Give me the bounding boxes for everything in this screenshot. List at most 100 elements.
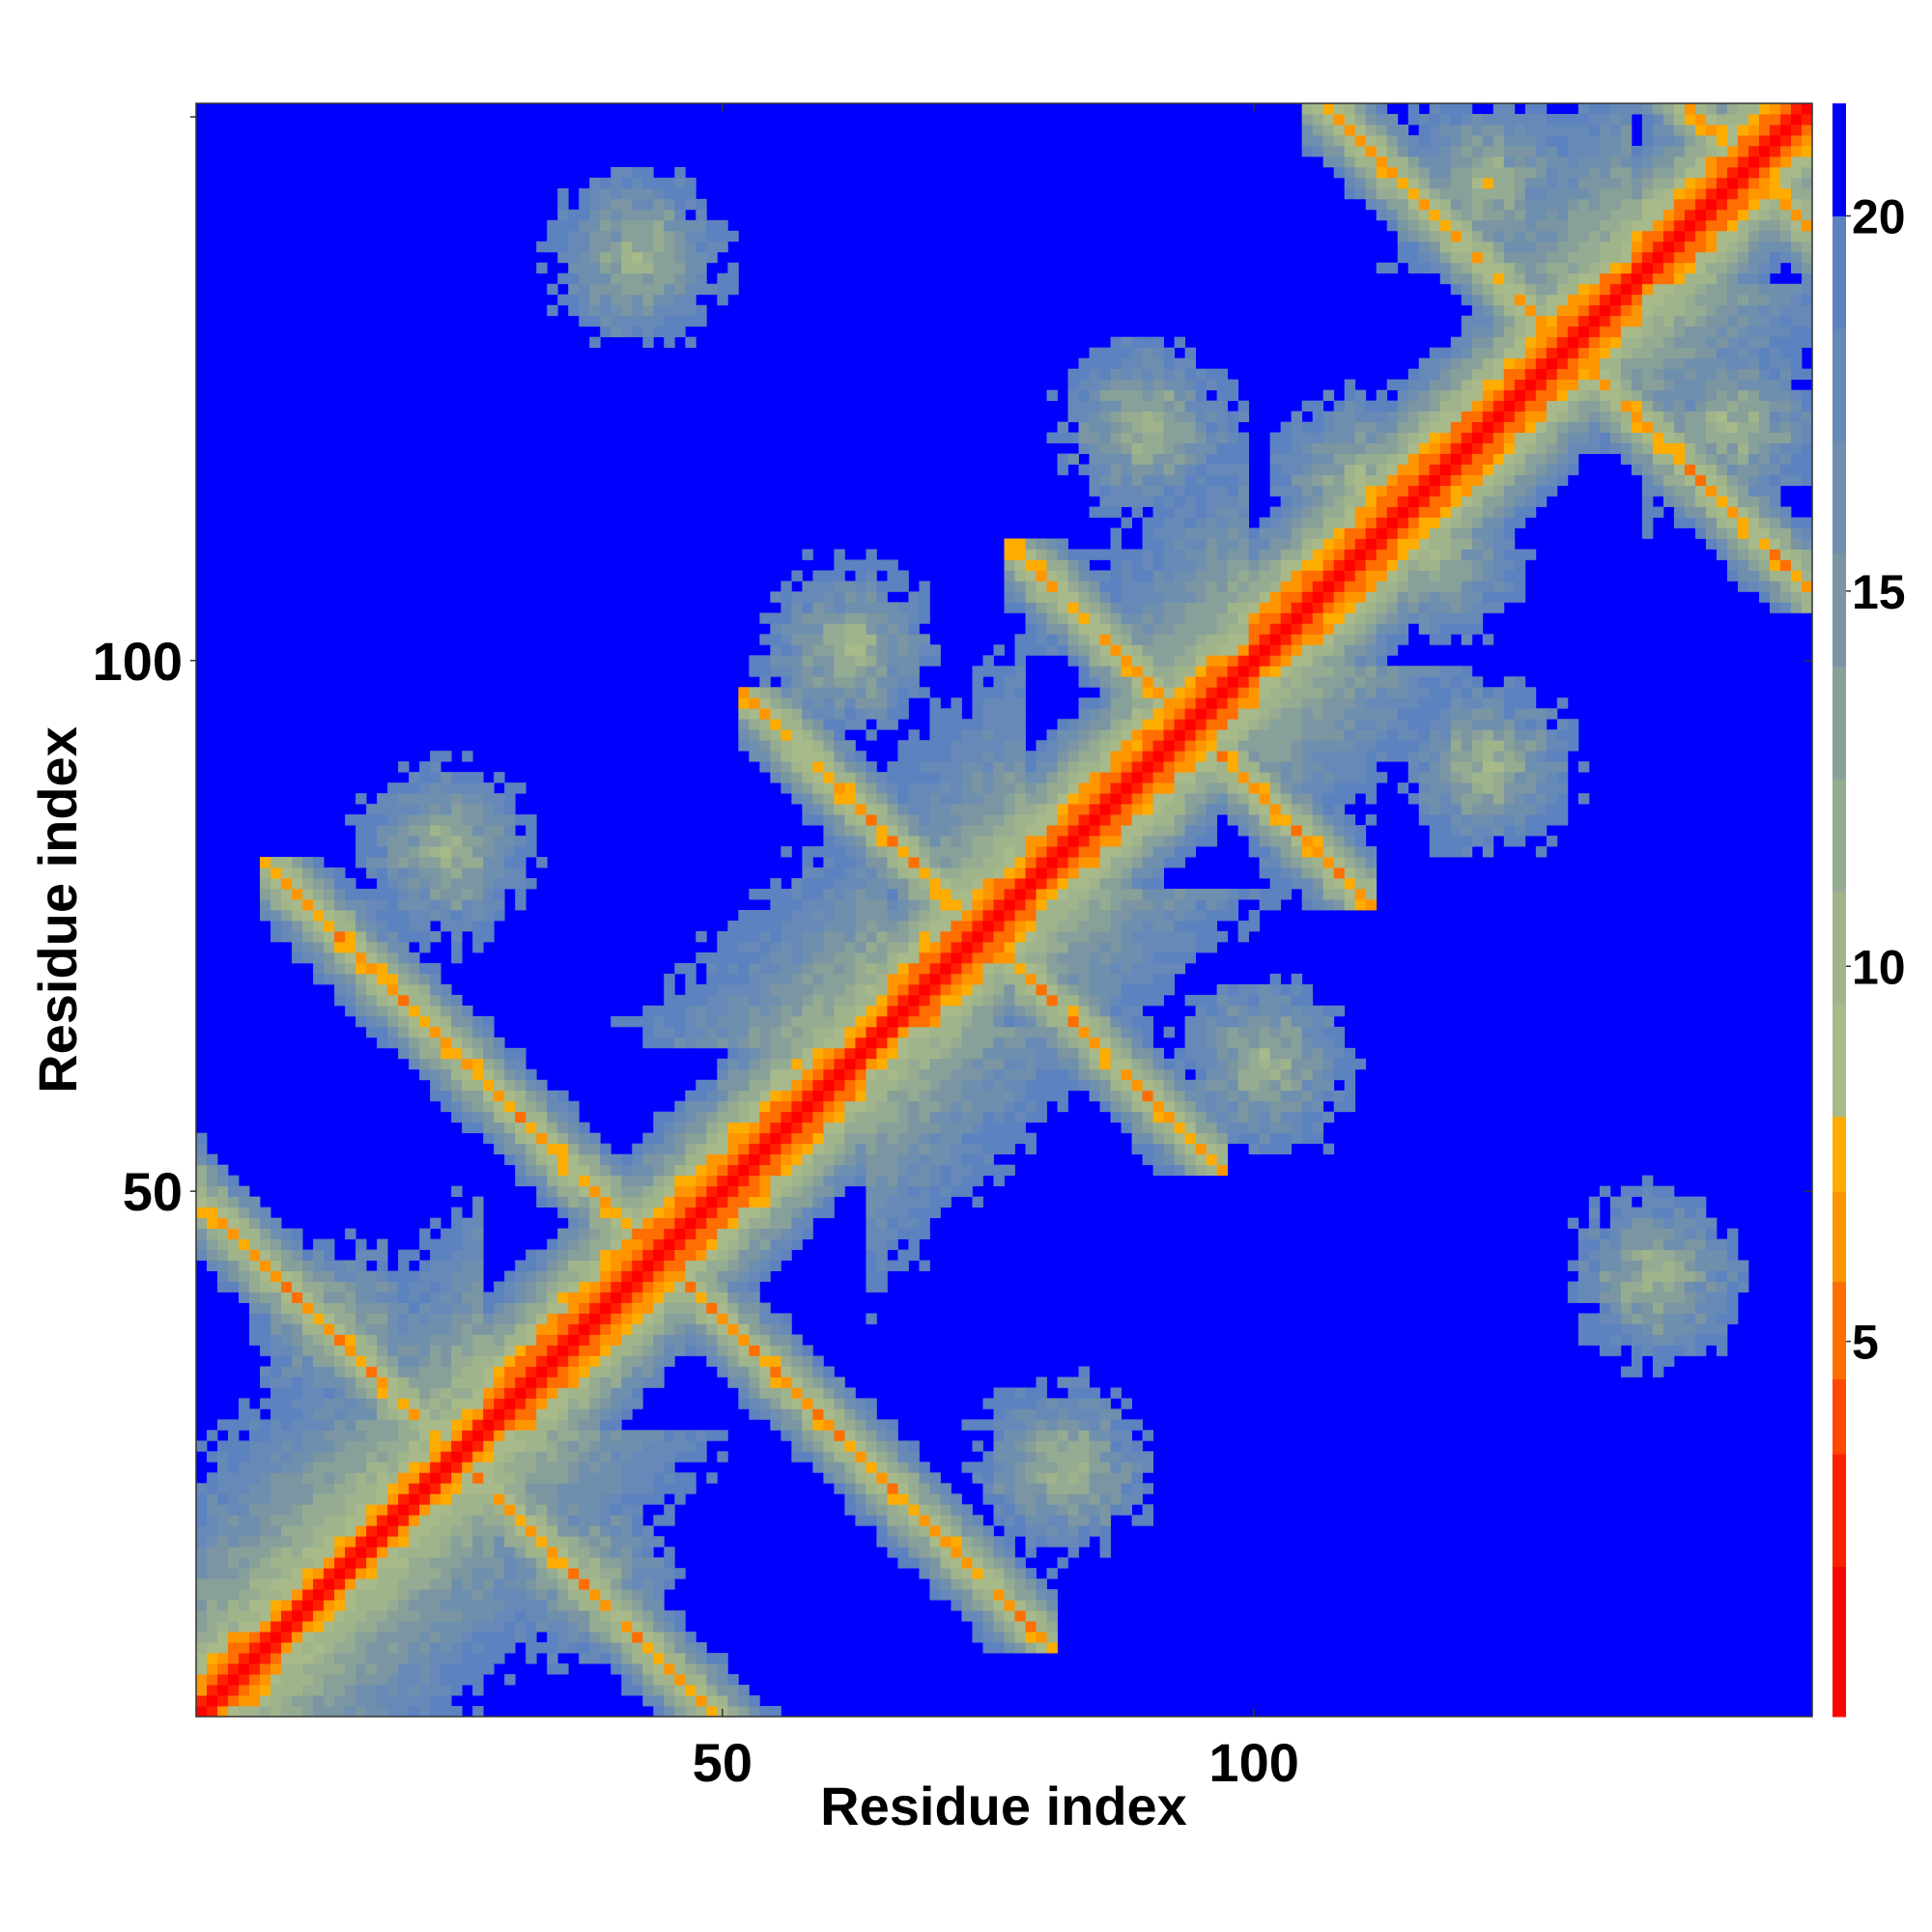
heatmap-cell [749, 1238, 760, 1250]
heatmap-cell [759, 1228, 771, 1239]
heatmap-cell [430, 867, 441, 879]
heatmap-cell [260, 1547, 271, 1558]
heatmap-cell [557, 1419, 569, 1431]
heatmap-cell [1004, 1398, 1015, 1409]
heatmap-cell [1025, 751, 1037, 762]
heatmap-cell [430, 1079, 441, 1092]
heatmap-cell [260, 1515, 271, 1526]
heatmap-cell [419, 1493, 431, 1505]
heatmap-cell [440, 983, 452, 996]
heatmap-cell [812, 1132, 824, 1145]
heatmap-cell [834, 1026, 845, 1038]
heatmap-cell [897, 612, 909, 624]
heatmap-cell [600, 272, 611, 285]
heatmap-cell [749, 1249, 760, 1261]
heatmap-cell [855, 559, 867, 571]
heatmap-cell [536, 1313, 548, 1324]
heatmap-cell [611, 1175, 622, 1187]
heatmap-cell [876, 973, 888, 985]
heatmap-cell [664, 1037, 675, 1049]
heatmap-cell [834, 1047, 845, 1060]
heatmap-cell [897, 952, 909, 964]
heatmap-cell [791, 1047, 803, 1060]
heatmap-cell [589, 1292, 601, 1303]
heatmap-cell [483, 825, 495, 837]
heatmap-cell [494, 1377, 505, 1388]
heatmap-cell [526, 836, 537, 847]
heatmap-cell [419, 793, 431, 805]
heatmap-cell [281, 1249, 293, 1261]
heatmap-cell [355, 1419, 367, 1431]
heatmap-cell [664, 1462, 675, 1473]
heatmap-cell [345, 1547, 356, 1558]
heatmap-cell [717, 241, 728, 253]
heatmap-cell [600, 1451, 611, 1463]
heatmap-cell [621, 1334, 633, 1346]
heatmap-cell [791, 878, 803, 890]
heatmap-cell [366, 1504, 378, 1516]
heatmap-cell [462, 1568, 473, 1579]
heatmap-cell [940, 983, 952, 996]
heatmap-cell [791, 623, 803, 635]
heatmap-cell [844, 687, 856, 698]
heatmap-cell [462, 825, 473, 837]
heatmap-cell [908, 612, 920, 624]
heatmap-cell [951, 1504, 962, 1516]
heatmap-cell [919, 612, 930, 624]
heatmap-cell [1004, 729, 1015, 741]
heatmap-cell [292, 1323, 303, 1335]
heatmap-cell [440, 1674, 452, 1686]
heatmap-cell [611, 1557, 622, 1569]
heatmap-cell [611, 209, 622, 221]
heatmap-cell [749, 697, 760, 709]
heatmap-cell [834, 1164, 845, 1177]
heatmap-cell [557, 1323, 569, 1335]
heatmap-cell [993, 1132, 1005, 1145]
heatmap-cell [993, 814, 1005, 826]
heatmap-cell [866, 814, 877, 826]
heatmap-cell [579, 304, 590, 317]
heatmap-cell [430, 1281, 441, 1293]
heatmap-cell [557, 1515, 569, 1526]
heatmap-cell [292, 878, 303, 890]
heatmap-cell [823, 962, 835, 975]
heatmap-cell [887, 1111, 898, 1123]
heatmap-cell [1014, 1610, 1026, 1622]
heatmap-cell [589, 1228, 601, 1239]
heatmap-cell [483, 920, 495, 932]
heatmap-cell [791, 1015, 803, 1028]
heatmap-cell [1014, 899, 1026, 911]
heatmap-cell [355, 1440, 367, 1452]
heatmap-cell [834, 1068, 845, 1081]
heatmap-cell [696, 1111, 707, 1123]
heatmap-cell [738, 1068, 750, 1081]
heatmap-cell [834, 676, 845, 688]
heatmap-cell [908, 1111, 920, 1123]
heatmap-cell [929, 899, 941, 911]
heatmap-cell [749, 1185, 760, 1198]
heatmap-cell [398, 1398, 410, 1409]
heatmap-cell [600, 1217, 611, 1230]
heatmap-cell [579, 1355, 590, 1367]
heatmap-cell [632, 1164, 643, 1177]
heatmap-cell [653, 315, 665, 327]
heatmap-cell [653, 1207, 665, 1219]
heatmap-cell [366, 1536, 378, 1548]
heatmap-cell [526, 1122, 537, 1134]
heatmap-cell [621, 1153, 633, 1166]
heatmap-cell [738, 708, 750, 720]
heatmap-cell [462, 1026, 473, 1038]
heatmap-cell [355, 1483, 367, 1494]
heatmap-cell [579, 1260, 590, 1271]
heatmap-cell [982, 930, 994, 943]
heatmap-cell [504, 878, 516, 890]
heatmap-cell [781, 644, 792, 656]
heatmap-cell [897, 581, 909, 592]
heatmap-cell [270, 1525, 282, 1537]
heatmap-cell [409, 814, 420, 826]
heatmap-cell [526, 1610, 537, 1622]
heatmap-cell [440, 1228, 452, 1239]
heatmap-cell [897, 1557, 909, 1569]
heatmap-cell [897, 751, 909, 762]
heatmap-cell [377, 1589, 388, 1601]
